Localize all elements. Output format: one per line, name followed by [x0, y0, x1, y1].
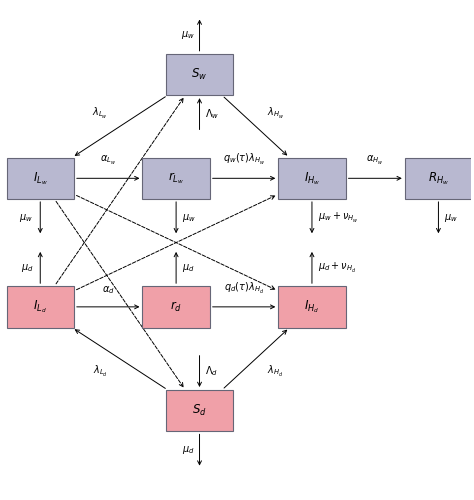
- Text: $\alpha_d$: $\alpha_d$: [102, 284, 115, 296]
- Text: $q_d(\tau)\lambda_{H_d}$: $q_d(\tau)\lambda_{H_d}$: [224, 281, 264, 296]
- Text: $R_{H_w}$: $R_{H_w}$: [428, 170, 449, 186]
- FancyBboxPatch shape: [278, 158, 346, 199]
- FancyBboxPatch shape: [142, 158, 210, 199]
- Text: $\mu_d$: $\mu_d$: [182, 444, 195, 456]
- FancyBboxPatch shape: [7, 158, 74, 199]
- Text: $r_d$: $r_d$: [170, 300, 182, 314]
- Text: $r_{L_w}$: $r_{L_w}$: [168, 170, 184, 186]
- Text: $\mu_d$: $\mu_d$: [182, 262, 194, 274]
- Text: $\alpha_{L_w}$: $\alpha_{L_w}$: [100, 154, 116, 168]
- Text: $\mu_w$: $\mu_w$: [19, 212, 33, 224]
- Text: $I_{H_w}$: $I_{H_w}$: [304, 170, 320, 186]
- Text: $\Lambda_d$: $\Lambda_d$: [205, 364, 218, 378]
- Text: $q_w(\tau)\lambda_{H_w}$: $q_w(\tau)\lambda_{H_w}$: [223, 152, 265, 168]
- Text: $\lambda_{H_d}$: $\lambda_{H_d}$: [267, 364, 284, 379]
- Text: $I_{L_d}$: $I_{L_d}$: [33, 298, 47, 315]
- Text: $I_{H_d}$: $I_{H_d}$: [304, 298, 319, 315]
- Text: $\alpha_{H_w}$: $\alpha_{H_w}$: [366, 154, 384, 168]
- FancyBboxPatch shape: [7, 286, 74, 328]
- Text: $\mu_w$: $\mu_w$: [182, 212, 196, 224]
- Text: $\lambda_{L_d}$: $\lambda_{L_d}$: [93, 364, 108, 379]
- FancyBboxPatch shape: [166, 54, 233, 95]
- Text: $\lambda_{L_w}$: $\lambda_{L_w}$: [92, 106, 108, 122]
- Text: $\Lambda_w$: $\Lambda_w$: [205, 107, 219, 120]
- Text: $\mu_w$: $\mu_w$: [444, 212, 458, 224]
- Text: $\mu_w$: $\mu_w$: [181, 29, 195, 41]
- FancyBboxPatch shape: [166, 390, 233, 432]
- Text: $\mu_w + \nu_{H_w}$: $\mu_w + \nu_{H_w}$: [318, 210, 358, 224]
- Text: $S_d$: $S_d$: [192, 403, 207, 418]
- Text: $I_{L_w}$: $I_{L_w}$: [33, 170, 47, 186]
- Text: $\mu_d + \nu_{H_d}$: $\mu_d + \nu_{H_d}$: [318, 260, 356, 274]
- Text: $\lambda_{H_w}$: $\lambda_{H_w}$: [267, 106, 285, 122]
- Text: $\mu_d$: $\mu_d$: [20, 262, 33, 274]
- FancyBboxPatch shape: [142, 286, 210, 328]
- FancyBboxPatch shape: [278, 286, 346, 328]
- Text: $S_w$: $S_w$: [191, 67, 208, 82]
- FancyBboxPatch shape: [405, 158, 472, 199]
